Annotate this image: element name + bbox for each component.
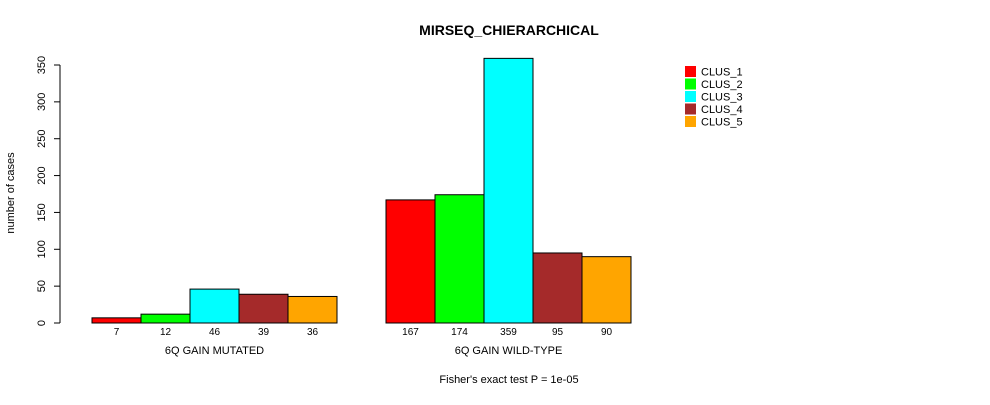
y-tick-label: 50: [36, 280, 48, 292]
y-tick-label: 0: [36, 320, 48, 326]
bar-value-label: 167: [402, 327, 419, 338]
y-tick-label: 300: [36, 93, 48, 111]
bar: [581, 256, 632, 324]
y-axis: 0 50 100 150 200 250 300 350: [36, 56, 61, 326]
bar-count-labels: 7 12 46 39 36 167 174 359 95 90: [114, 327, 613, 338]
bar: [287, 295, 338, 324]
bar-value-label: 95: [552, 327, 564, 338]
y-tick-label: 150: [36, 203, 48, 221]
bar-value-label: 46: [209, 327, 221, 338]
bar-groups: [91, 57, 632, 324]
y-tick-label: 350: [36, 56, 48, 74]
bar-value-label: 36: [307, 327, 319, 338]
bar: [483, 57, 534, 324]
y-tick-label: 250: [36, 130, 48, 148]
bar: [532, 252, 583, 324]
legend-label: CLUS_4: [701, 104, 743, 116]
bar: [385, 199, 436, 324]
bar-value-label: 174: [451, 327, 468, 338]
legend-label: CLUS_5: [701, 117, 743, 129]
bar-value-label: 90: [601, 327, 613, 338]
bar: [434, 194, 485, 324]
bar: [91, 317, 142, 324]
legend-label: CLUS_1: [701, 67, 743, 79]
chart-title: MIRSEQ_CHIERARCHICAL: [419, 22, 599, 38]
fisher-test-footnote: Fisher's exact test P = 1e-05: [439, 374, 578, 386]
bar: [189, 288, 240, 324]
bar: [140, 313, 191, 324]
legend-swatch: [685, 91, 696, 102]
legend-swatch: [685, 78, 696, 90]
bar-value-label: 39: [258, 327, 270, 338]
legend-label: CLUS_3: [701, 92, 743, 104]
category-label: 6Q GAIN WILD-TYPE: [455, 345, 563, 357]
category-labels: 6Q GAIN MUTATED 6Q GAIN WILD-TYPE: [165, 345, 562, 357]
y-tick-label: 100: [36, 240, 48, 258]
legend-swatch: [685, 103, 696, 115]
y-axis-title: number of cases: [5, 152, 17, 234]
bar-value-label: 359: [500, 327, 517, 338]
bar: [238, 293, 289, 324]
legend-label: CLUS_2: [701, 79, 743, 91]
bar-value-label: 7: [114, 327, 120, 338]
legend-swatch: [685, 66, 696, 77]
y-tick-label: 200: [36, 166, 48, 184]
legend-swatch: [685, 116, 696, 127]
category-label: 6Q GAIN MUTATED: [165, 345, 264, 357]
bar-value-label: 12: [160, 327, 172, 338]
